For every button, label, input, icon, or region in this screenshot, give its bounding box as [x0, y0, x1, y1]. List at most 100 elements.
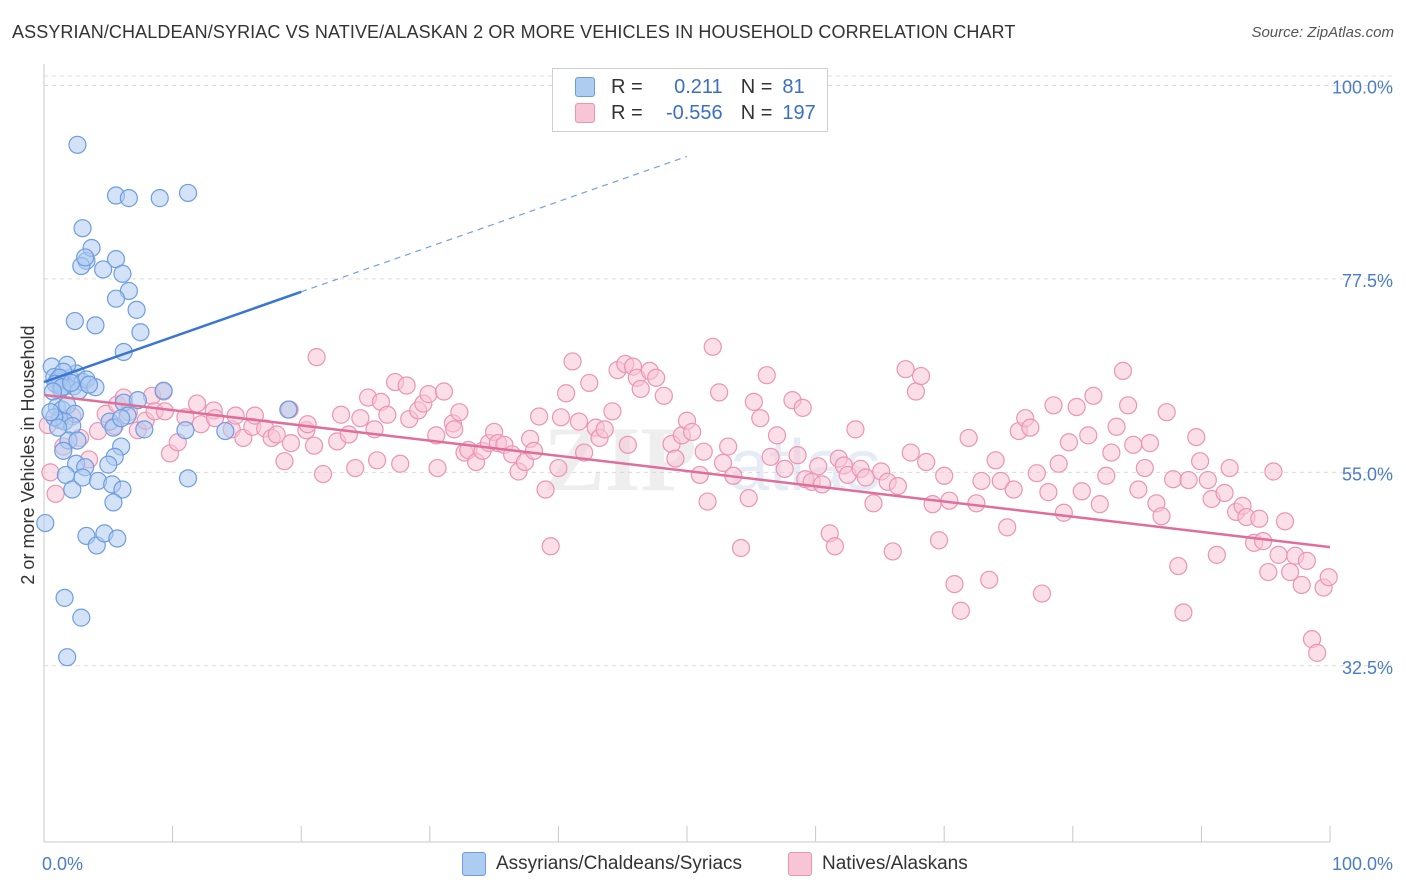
point-assyrians [41, 403, 60, 422]
point-natives [654, 386, 673, 405]
x-tick-label: 100.0% [1332, 854, 1393, 874]
point-natives [809, 457, 828, 476]
legend-swatch-pink [575, 103, 595, 123]
bottom-legend-swatch-pink [788, 852, 812, 876]
point-assyrians [49, 418, 68, 437]
n-label: N = [740, 75, 773, 98]
bottom-legend-assyrians: Assyrians/Chaldeans/Syriacs [462, 852, 742, 876]
point-natives [1169, 556, 1188, 576]
point-assyrians [135, 420, 154, 439]
point-natives [935, 466, 954, 485]
point-natives [825, 537, 844, 556]
point-natives [618, 435, 637, 454]
trend-lines [43, 155, 1331, 549]
point-natives [187, 394, 207, 413]
point-natives [1275, 512, 1295, 531]
point-natives [1157, 403, 1176, 422]
point-natives [1107, 417, 1126, 436]
x-tick-label: 0.0% [42, 854, 83, 874]
point-natives [793, 398, 812, 417]
r-label: R = [611, 101, 643, 124]
point-natives [719, 437, 738, 456]
point-natives [267, 425, 286, 444]
point-natives [1179, 470, 1198, 490]
point-natives [1308, 643, 1327, 662]
point-natives [1174, 603, 1193, 622]
point-natives [788, 446, 807, 465]
point-natives [378, 405, 397, 424]
point-natives [536, 480, 555, 499]
point-assyrians [178, 183, 198, 203]
point-natives [731, 538, 751, 558]
point-natives [1259, 562, 1278, 582]
source-label: Source: ZipAtlas.com [1251, 24, 1394, 41]
point-assyrians [76, 248, 95, 267]
y-tick-labels: 100.0% 77.5% 55.0% 32.5% [1332, 77, 1393, 677]
point-assyrians [112, 409, 131, 428]
point-natives [595, 420, 614, 439]
point-natives [856, 468, 875, 487]
point-natives [569, 412, 589, 431]
point-natives [1292, 575, 1311, 595]
point-assyrians [86, 316, 105, 335]
y-axis-title: 2 or more Vehicles in Household [18, 325, 38, 584]
point-natives [757, 366, 776, 385]
point-natives [683, 422, 702, 442]
point-natives [1027, 464, 1046, 483]
point-natives [901, 443, 920, 462]
y-tick-label: 77.5% [1342, 271, 1393, 291]
point-natives [580, 373, 599, 393]
point-natives [563, 352, 582, 371]
point-natives [690, 465, 709, 485]
point-assyrians [104, 493, 123, 512]
point-natives [1269, 545, 1288, 564]
y-tick-label: 100.0% [1332, 77, 1393, 97]
point-assyrians [113, 264, 132, 283]
point-natives [307, 348, 326, 367]
point-natives [1191, 452, 1210, 471]
point-natives [1264, 462, 1283, 481]
point-natives [917, 452, 936, 472]
point-natives [959, 428, 978, 448]
point-assyrians [279, 400, 298, 419]
legend-row-assyrians: R = 0.211 N = 81 [575, 75, 805, 99]
point-natives [1113, 361, 1133, 381]
point-natives [1164, 470, 1183, 489]
point-natives [445, 420, 464, 439]
point-assyrians [154, 381, 173, 400]
point-natives [1054, 503, 1073, 522]
point-natives [906, 382, 926, 401]
point-natives [557, 384, 576, 403]
trend-line-natives [43, 393, 1331, 549]
point-assyrians [79, 375, 99, 394]
point-natives [812, 475, 832, 494]
n-value-assyrians: 81 [782, 75, 805, 98]
stats-legend: R = 0.211 N = 81 R = -0.556 N = 197 [552, 68, 828, 132]
point-natives [1102, 443, 1121, 462]
point-natives [767, 426, 787, 445]
point-natives [1084, 386, 1103, 405]
point-assyrians [72, 608, 91, 627]
point-natives [631, 379, 650, 399]
point-natives [1079, 426, 1098, 445]
point-natives [998, 518, 1017, 537]
point-assyrians [94, 260, 113, 279]
point-natives [1039, 483, 1058, 502]
point-natives [1198, 470, 1217, 490]
legend-swatch-blue [575, 77, 595, 97]
legend-row-natives: R = -0.556 N = 197 [575, 101, 816, 125]
point-assyrians [127, 300, 146, 319]
point-natives [980, 570, 999, 589]
point-natives [530, 407, 549, 426]
point-natives [428, 458, 447, 478]
point-assyrians [119, 189, 138, 208]
point-assyrians [113, 480, 132, 499]
axes [43, 64, 1331, 843]
point-natives [549, 458, 568, 478]
point-assyrians [73, 468, 92, 487]
point-assyrians [36, 513, 55, 533]
point-natives [1135, 458, 1154, 478]
point-natives [1215, 483, 1234, 503]
point-natives [1129, 480, 1148, 499]
